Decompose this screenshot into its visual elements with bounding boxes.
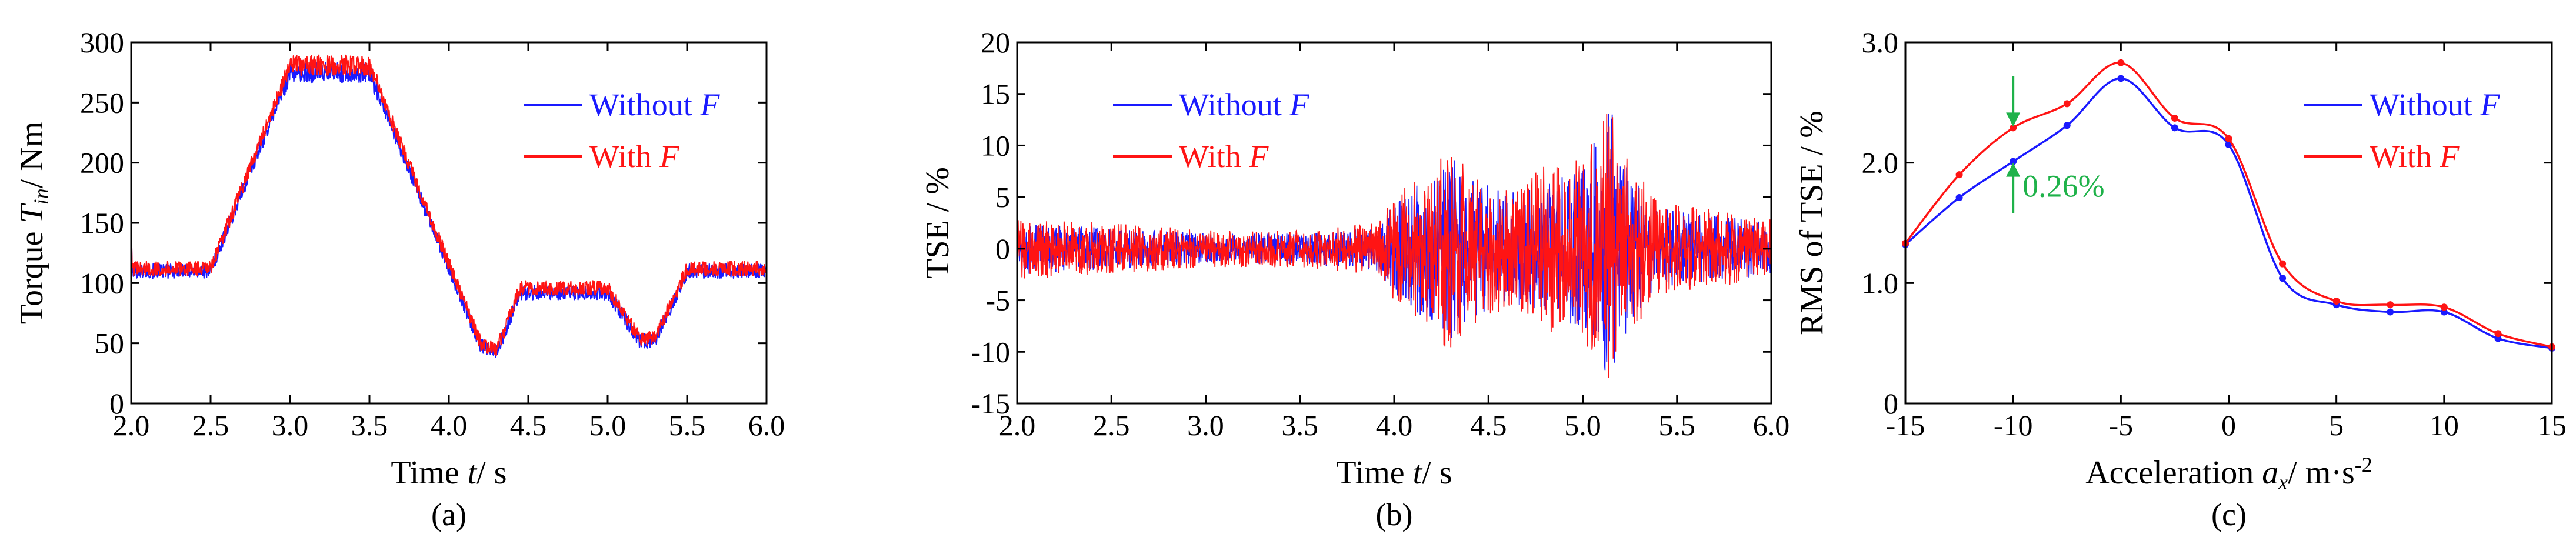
panel-a-y-tick-label: 100 [80,266,124,299]
panel-b-plot-area [1017,113,1771,378]
panel-c-point-without [2279,275,2287,282]
panel-c-x-tick-label: 5 [2329,409,2344,442]
panel-a-y-tick-label: 200 [80,146,124,179]
panel-c-point-with [1955,171,1963,179]
panel-b-x-tick-label: 2.0 [999,409,1036,442]
panel-c-point-with [2387,301,2394,309]
panel-b-x-tick-label: 6.0 [1753,409,1790,442]
panel-c-x-tick-label: 15 [2537,409,2567,442]
panel-c-legend-label-without: Without F [2370,87,2500,122]
panel-a-series-with [131,54,767,356]
panel-c-x-tick-label: -15 [1886,409,1925,442]
panel-a-y-label: Torque Tin/ Nm [14,122,53,325]
panel-b-x-tick-label: 2.5 [1093,409,1130,442]
panel-b-legend-label-without: Without F [1179,87,1309,122]
panel-a-x-label: Time t/ s [391,455,506,491]
panel-a-x-tick-label: 5.0 [589,409,626,442]
panel-b-y-tick-label: 10 [981,129,1010,162]
panel-b-legend-label-with: With F [1179,139,1269,174]
panel-c-point-without [2171,124,2178,132]
panel-c-point-with [2332,298,2340,305]
panel-c-point-with [2117,59,2125,66]
panel-a-legend-label-with: With F [589,139,679,174]
panel-a-x-tick-label: 2.0 [113,409,150,442]
panel-c-point-with [2225,135,2232,142]
panel-b-y-tick-label: 0 [995,232,1010,265]
panel-b-x-tick-label: 5.5 [1659,409,1696,442]
panel-b-x-tick-label: 3.0 [1187,409,1224,442]
panel-c-x-label: Acceleration ax/ m·s-2 [2085,453,2372,494]
panel-c-point-without [2387,308,2394,316]
panel-c-point-with [2063,100,2071,108]
panel-c-legend-label-with: With F [2370,139,2460,174]
panel-c-y-tick-label: 3.0 [1862,26,1899,59]
panel-b-y-tick-label: 20 [981,26,1010,59]
panel-a-torque-chart: 2.0 2.5 3.0 3.5 4.0 4.5 5.0 5.5 6.0 0 50 100 150 200 2… [14,26,785,532]
panel-c-x-tick-label: -5 [2109,409,2134,442]
panel-b-x-tick-label: 3.5 [1282,409,1319,442]
panel-c-point-with [2440,303,2448,311]
annotation-arrow-up-head [2006,162,2021,177]
panel-c-x-tick-label: -10 [1994,409,2033,442]
panel-a-y-tick-label: 0 [109,387,124,420]
panel-b-legend: Without F With F [1113,87,1309,174]
panel-c-rms-chart: -15 -10 -5 0 5 10 15 0 1.0 2.0 3.0 Without F With F… [1794,26,2567,532]
panel-a-x-tick-label: 3.0 [272,409,309,442]
panel-c-x-tick-label: 0 [2221,409,2236,442]
panel-b-y-tick-label: -15 [971,387,1010,420]
panel-c-point-without [2063,122,2071,129]
panel-b-x-tick-label: 5.0 [1564,409,1601,442]
panel-b-ticks: 2.0 2.5 3.0 3.5 4.0 4.5 5.0 5.5 6.0 -15 -10 -5 0 5 10 1… [971,26,1789,442]
panel-c-caption: (c) [2211,497,2247,532]
panel-b-series-with [1017,113,1771,378]
panel-a-x-tick-label: 4.5 [510,409,547,442]
panel-c-difference-annotation: 0.26% [2006,76,2105,213]
panel-c-y-tick-label: 2.0 [1862,146,1899,179]
panel-b-tse-chart: 2.0 2.5 3.0 3.5 4.0 4.5 5.0 5.5 6.0 -15 -10 -5 0 5 10 1… [919,26,1789,532]
panel-b-y-tick-label: 5 [995,181,1010,213]
panel-c-point-with [2010,124,2017,132]
panel-b-x-tick-label: 4.0 [1376,409,1413,442]
panel-c-y-tick-label: 0 [1884,387,1898,420]
panel-c-plot-area [1902,59,2555,352]
panel-a-x-tick-label: 3.5 [351,409,388,442]
panel-a-x-tick-label: 2.5 [192,409,229,442]
panel-b-y-tick-label: -5 [985,284,1010,317]
panel-b-y-label: TSE / % [919,167,956,279]
panel-c-point-with [2171,114,2178,122]
panel-c-point-with [2494,330,2502,338]
panel-a-plot-area [131,54,767,358]
panel-c-x-tick-label: 10 [2430,409,2459,442]
panel-c-point-with [2279,260,2287,268]
panel-b-x-tick-label: 4.5 [1470,409,1507,442]
panel-a-x-tick-label: 6.0 [748,409,785,442]
panel-a-y-tick-label: 250 [80,86,124,119]
panel-a-y-tick-label: 300 [80,26,124,59]
panel-c-legend: Without F With F [2304,87,2500,174]
panel-b-y-tick-label: 15 [981,78,1010,111]
panel-a-caption: (a) [431,497,466,532]
panel-b-y-tick-label: -10 [971,335,1010,368]
panel-c-ticks: -15 -10 -5 0 5 10 15 0 1.0 2.0 3.0 [1862,26,2567,442]
panel-a-legend-label-without: Without F [589,87,720,122]
panel-b-x-label: Time t/ s [1336,455,1452,491]
annotation-label: 0.26% [2022,169,2104,204]
annotation-arrow-down-head [2006,112,2021,127]
panel-c-point-without [2117,75,2125,82]
panel-a-x-tick-label: 4.0 [431,409,468,442]
panel-c-y-tick-label: 1.0 [1862,266,1899,299]
panel-b-caption: (b) [1376,497,1413,532]
panel-a-x-tick-label: 5.5 [669,409,706,442]
panel-c-point-without [1955,194,1963,202]
panel-c-y-label: RMS of TSE / % [1794,111,1830,335]
panel-c-point-without [2010,158,2017,165]
panel-a-legend: Without F With F [524,87,720,174]
panel-a-y-tick-label: 50 [95,327,124,360]
panel-a-ticks: 2.0 2.5 3.0 3.5 4.0 4.5 5.0 5.5 6.0 0 50 100 150 200 2… [80,26,785,442]
panel-c-series-with [1904,62,2552,348]
panel-a-y-tick-label: 150 [80,206,124,239]
